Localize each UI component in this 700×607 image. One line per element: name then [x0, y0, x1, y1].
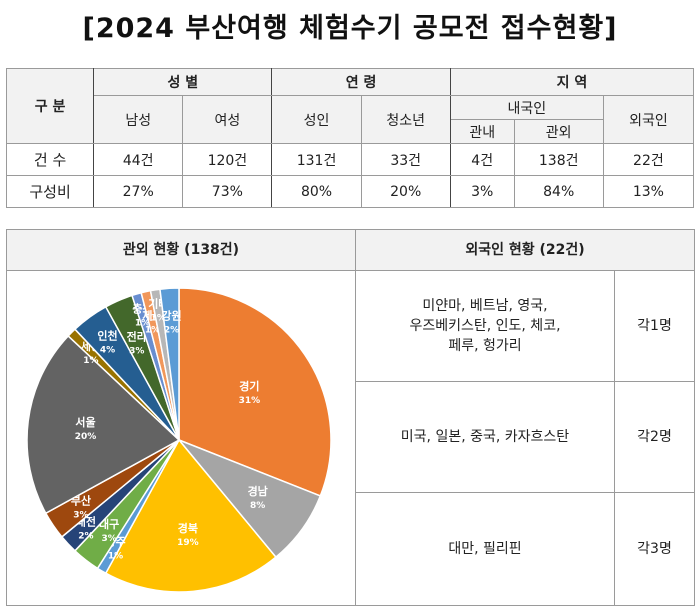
cell-value: 3% [449, 175, 515, 208]
header-age: 연 령 [271, 68, 451, 96]
col-youth: 청소년 [360, 95, 451, 144]
cell-value: 27% [93, 175, 184, 208]
slice-percent-label: 1% [151, 313, 166, 323]
submission-stats-table: 구 분 성 별 연 령 지 역 남성 여성 성인 청소년 내국인 외국인 관내 … [5, 68, 695, 208]
cell-value: 120건 [182, 143, 273, 176]
country-line: 우즈베키스탄, 인도, 체코, [409, 318, 561, 334]
country-line: 대만, 필리핀 [448, 541, 522, 557]
slice-label: 인천 [97, 329, 117, 343]
slice-percent-label: 2% [78, 531, 93, 541]
row-label: 구성비 [5, 175, 95, 208]
cell-value: 33건 [360, 143, 451, 176]
table-row: 건 수 44건 120건 131건 33건 4건 138건 22건 [5, 143, 695, 176]
count-per-person: 각1명 [614, 270, 695, 382]
col-foreign: 외국인 [602, 95, 695, 144]
table-row: 미국, 일본, 중국, 카자흐스탄 각2명 [355, 381, 695, 493]
col-female: 여성 [182, 95, 273, 144]
pie-slice-경북 [104, 438, 277, 593]
foreign-table-title: 외국인 현황 (22건) [355, 229, 695, 271]
pie-chart: 경기31%경남8%경북19%광주1%대구3%대전2%부산3%서울20%세종1%인… [26, 287, 332, 593]
count-per-person: 각3명 [614, 492, 695, 606]
country-list: 미얀마, 베트남, 영국, 우즈베키스탄, 인도, 체코, 페루, 헝가리 [355, 270, 615, 382]
pie-slice-강원 [159, 287, 180, 441]
slice-percent-label: 4% [100, 346, 115, 356]
cell-value: 44건 [93, 143, 184, 176]
slice-percent-label: 3% [129, 346, 144, 356]
pie-slice-서울 [26, 334, 181, 515]
cell-value: 80% [271, 175, 362, 208]
table-row: 구성비 27% 73% 80% 20% 3% 84% 13% [5, 175, 695, 208]
col-male: 남성 [93, 95, 184, 144]
cell-value: 84% [513, 175, 604, 208]
table-row: 대만, 필리핀 각3명 [355, 492, 695, 606]
foreign-stats-table: 외국인 현황 (22건) 미얀마, 베트남, 영국, 우즈베키스탄, 인도, 체… [355, 229, 695, 606]
pie-slice-경기 [178, 287, 332, 497]
page-title: [2024 부산여행 체험수기 공모전 접수현황] [82, 13, 618, 44]
cell-value: 20% [360, 175, 451, 208]
slice-percent-label: 1% [145, 325, 160, 335]
slice-percent-label: 2% [164, 326, 179, 336]
header-gender: 성 별 [93, 68, 273, 96]
slice-percent-label: 31% [239, 396, 261, 406]
slice-label: 경남 [248, 484, 268, 498]
count-per-person: 각2명 [614, 381, 695, 493]
country-line: 미얀마, 베트남, 영국, [422, 298, 548, 314]
slice-percent-label: 1% [108, 551, 123, 561]
cell-value: 131건 [271, 143, 362, 176]
header-category: 구 분 [5, 68, 95, 144]
col-inside: 관내 [449, 119, 515, 144]
slice-label: 경기 [239, 379, 259, 393]
row-label: 건 수 [5, 143, 95, 176]
slice-label: 전라 [127, 329, 148, 343]
country-list: 미국, 일본, 중국, 카자흐스탄 [355, 381, 615, 493]
slice-percent-label: 1% [83, 356, 98, 366]
cell-value: 73% [182, 175, 273, 208]
slice-label: 경북 [178, 521, 198, 535]
cell-value: 138건 [513, 143, 604, 176]
slice-percent-label: 3% [73, 511, 88, 521]
slice-percent-label: 19% [177, 538, 199, 548]
country-line: 페루, 헝가리 [448, 338, 522, 354]
slice-label: 서울 [75, 415, 95, 429]
col-domestic: 내국인 [449, 95, 604, 120]
slice-percent-label: 8% [250, 501, 265, 511]
chart-title: 관외 현황 (138건) [7, 230, 355, 271]
cell-value: 13% [602, 175, 695, 208]
cell-value: 22건 [602, 143, 695, 176]
outside-region-chart-panel: 관외 현황 (138건) 경기 31% 경남 8% 경북 19% 광주 1% 대구 3% 대전 2% 부… [6, 229, 355, 606]
col-adult: 성인 [271, 95, 362, 144]
cell-value: 4건 [449, 143, 515, 176]
slice-percent-label: 20% [75, 432, 97, 442]
slice-percent-label: 1% [135, 318, 150, 328]
col-outside: 관외 [513, 119, 604, 144]
slice-percent-label: 3% [101, 534, 116, 544]
country-list: 대만, 필리핀 [355, 492, 615, 606]
table-row: 미얀마, 베트남, 영국, 우즈베키스탄, 인도, 체코, 페루, 헝가리 각1… [355, 270, 695, 382]
slice-label: 강원 [161, 309, 181, 323]
header-region: 지 역 [449, 68, 695, 96]
country-line: 미국, 일본, 중국, 카자흐스탄 [400, 429, 570, 445]
